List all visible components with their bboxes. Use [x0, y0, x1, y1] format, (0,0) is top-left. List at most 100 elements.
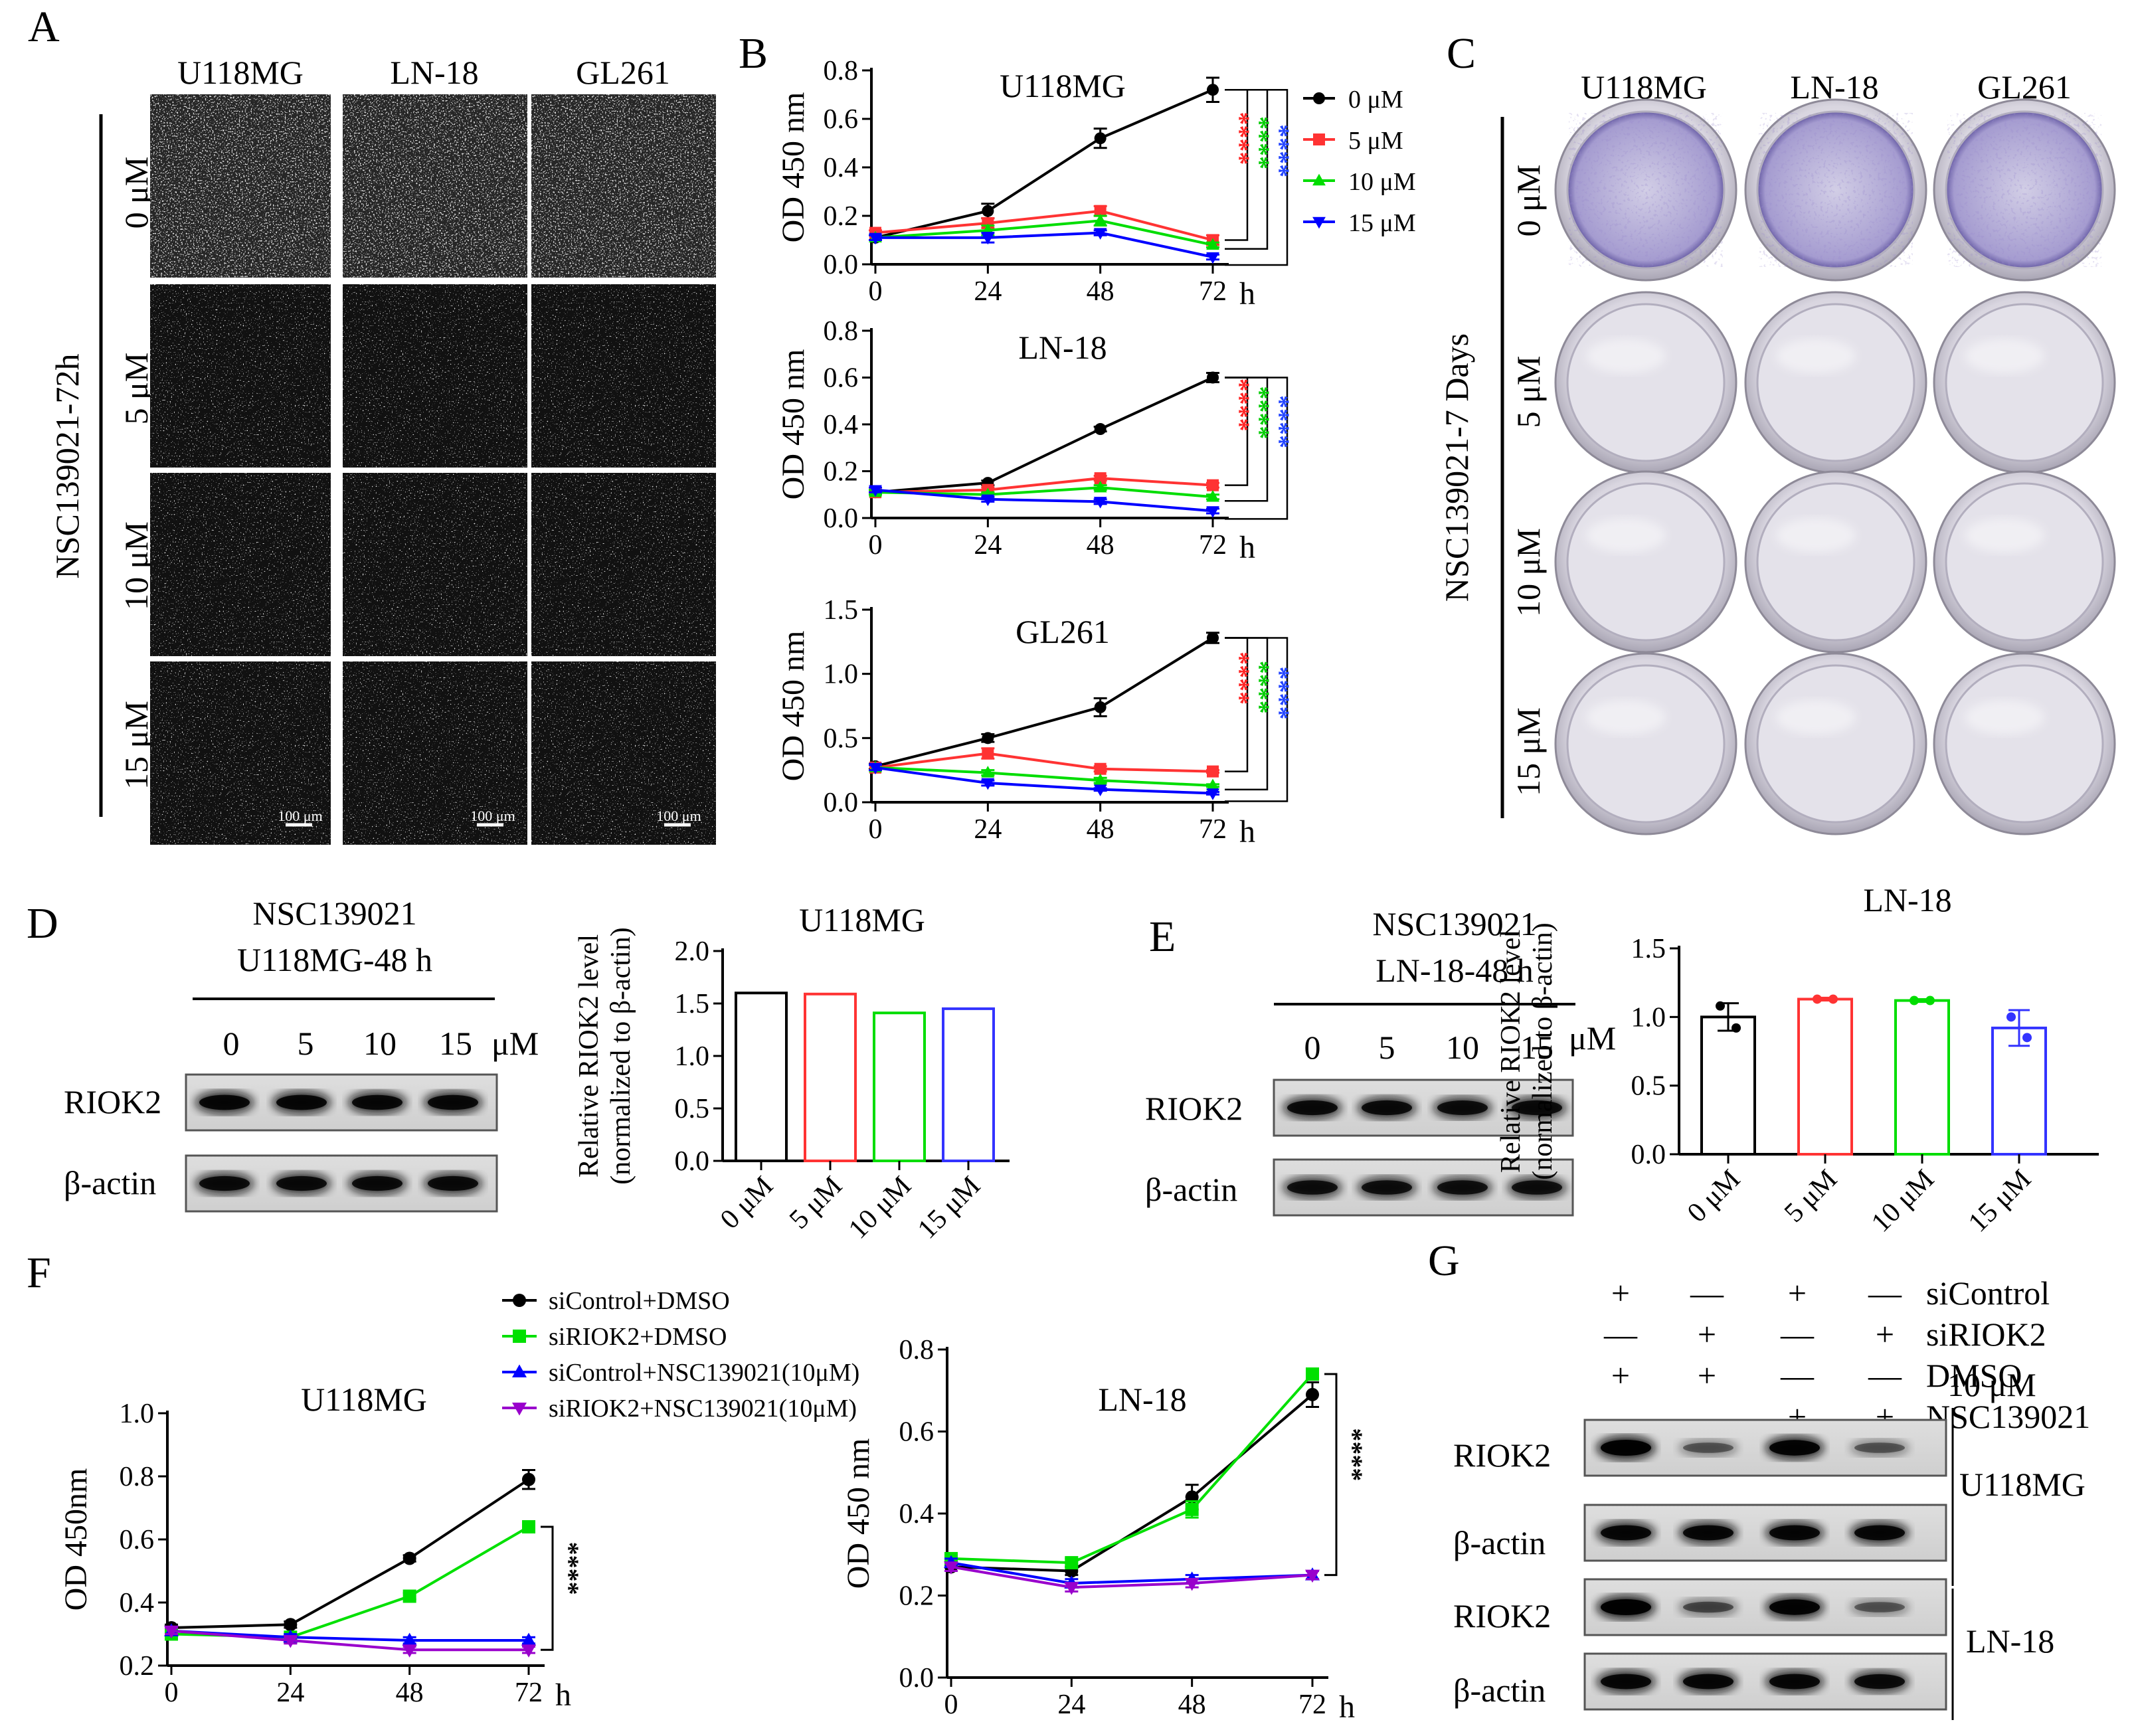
- replicate-point: [1716, 1001, 1725, 1011]
- blot-band-core: [1854, 1525, 1905, 1541]
- panel-a-letter: A: [28, 3, 60, 51]
- panel-g-cellline-1: U118MG: [1959, 1466, 2086, 1503]
- panel-a: A U118MG LN-18 GL261 NSC139021-72h 0 μM …: [28, 3, 716, 845]
- panel-d-blot-title-2: U118MG-48 h: [237, 941, 432, 978]
- x-tick-label: 24: [974, 276, 1002, 307]
- y-tick-label: 0.5: [675, 1094, 710, 1124]
- dish-glare: [1586, 700, 1666, 735]
- micrograph-cells: [343, 284, 527, 468]
- bar: [804, 992, 857, 1163]
- x-axis-label: h: [1239, 276, 1255, 311]
- dish-glare: [1776, 700, 1856, 735]
- panel-d-row-riok2: RIOK2: [64, 1083, 161, 1120]
- chart-b2-ln18: LN-18 0.0 0.2 0.4 0.6 0.8 0 24 48 72 h OD 450 nm ***…: [776, 316, 1295, 565]
- data-point: [1094, 132, 1107, 145]
- treatment-sign: —: [1868, 1357, 1902, 1394]
- panel-d-unit: μM: [491, 1025, 539, 1062]
- data-point: [1207, 371, 1219, 384]
- data-point: [1093, 480, 1107, 493]
- panel-e-dose-1: 0: [1304, 1029, 1321, 1066]
- y-axis-label: Relative RIOK2 level: [574, 934, 604, 1177]
- blot-g: [1583, 1419, 1947, 1711]
- data-point: [164, 1625, 179, 1639]
- blot-band-core: [1437, 1180, 1488, 1195]
- y-tick-label: 1.5: [675, 989, 710, 1019]
- treatment-sign: +: [1788, 1274, 1807, 1312]
- panel-c-letter: C: [1447, 29, 1476, 78]
- series-line: [950, 1373, 1314, 1565]
- x-tick-label: 5 μM: [784, 1171, 848, 1235]
- dish-glare: [1776, 339, 1856, 373]
- legend-label: siRIOK2+DMSO: [549, 1323, 727, 1351]
- panel-d: D NSC139021 U118MG-48 h 0 5 10 15 μM RIO…: [27, 895, 1010, 1245]
- data-point: [1093, 784, 1107, 797]
- data-point: [1206, 788, 1219, 800]
- chart-title: U118MG: [301, 1381, 427, 1418]
- blot-band-core: [1769, 1525, 1820, 1541]
- legend-label: siRIOK2+NSC139021(10μM): [549, 1395, 857, 1423]
- replicate-point: [1910, 996, 1919, 1005]
- blot-band-core: [1437, 1100, 1488, 1115]
- legend-swatch-marker: [512, 1403, 527, 1416]
- dish-glare: [1776, 518, 1856, 553]
- series-line: [171, 1525, 530, 1639]
- x-tick-label: 48: [1087, 276, 1114, 307]
- panel-c-row-4: 15 μM: [1510, 707, 1547, 796]
- treatment-sign: +: [1611, 1357, 1630, 1394]
- data-point: [944, 1561, 958, 1575]
- series-line: [171, 1478, 530, 1629]
- data-point: [522, 1472, 535, 1486]
- chart-title: LN-18: [1098, 1381, 1186, 1418]
- dish-well: [1566, 482, 1726, 642]
- blot-band: [1679, 1439, 1737, 1456]
- x-tick-label: 48: [1178, 1690, 1206, 1720]
- data-point: [1206, 252, 1219, 264]
- legend-label: 5 μM: [1348, 127, 1403, 155]
- y-axis-label: OD 450 nm: [776, 349, 811, 500]
- panel-c-side-label: NSC139021-7 Days: [1438, 333, 1475, 602]
- legend-swatch-marker: [1313, 133, 1325, 145]
- significance-bracket: [1324, 1373, 1338, 1577]
- significance-stars: ****: [1225, 651, 1255, 705]
- micrograph-cells: [531, 661, 716, 845]
- data-point: [1207, 479, 1219, 491]
- data-point: [1206, 489, 1219, 502]
- colony-stain: [1947, 113, 2101, 267]
- series-line: [875, 477, 1213, 494]
- blot-band-core: [428, 1094, 478, 1110]
- chart-d-bar: U118MG 0.0 0.5 1.0 1.5 2.0 Relative RIOK2 leve…: [574, 901, 1010, 1245]
- x-tick-label: 24: [276, 1678, 304, 1708]
- micrograph-cells: [531, 473, 716, 656]
- blot-band-core: [1854, 1674, 1905, 1690]
- panel-a-col-2: LN-18: [390, 54, 478, 91]
- data-point: [1065, 1556, 1079, 1570]
- dish-glare: [1586, 518, 1666, 553]
- x-tick-label: 5 μM: [1779, 1164, 1843, 1229]
- panel-g-row-4: β-actin: [1453, 1672, 1546, 1709]
- y-tick-label: 0.4: [824, 410, 859, 440]
- x-axis-label: h: [1239, 814, 1255, 849]
- panel-g-treatment-grid: + — + — siControl— + — + siRIOK2+ + — — DMSO— — + + NSC1…: [1603, 1274, 2090, 1435]
- x-tick-label: 0: [869, 814, 883, 845]
- y-axis-label: Relative RIOK2 level: [1496, 930, 1526, 1173]
- blot-band-core: [1601, 1599, 1651, 1615]
- x-tick-label: 24: [1057, 1690, 1085, 1720]
- significance-bracket: [1225, 377, 1289, 520]
- data-point: [402, 1589, 416, 1603]
- y-tick-label: 0.0: [824, 788, 859, 818]
- y-tick-label: 1.0: [1631, 1002, 1666, 1033]
- data-point: [869, 232, 882, 245]
- panel-d-dose-2: 5: [298, 1025, 314, 1062]
- panel-e-row-riok2: RIOK2: [1145, 1090, 1243, 1127]
- treatment-label: siRIOK2: [1926, 1316, 2046, 1353]
- significance-stars: ****: [1245, 661, 1275, 714]
- replicate-point: [2006, 1012, 2016, 1022]
- dish-well: [1756, 664, 1915, 824]
- legend-swatch-marker: [513, 1294, 526, 1307]
- data-point: [1306, 1367, 1319, 1381]
- y-axis-label: OD 450 nm: [776, 631, 811, 782]
- bar: [1991, 1026, 2047, 1156]
- series-line: [875, 88, 1213, 239]
- data-point: [981, 494, 995, 507]
- series-line: [875, 636, 1214, 768]
